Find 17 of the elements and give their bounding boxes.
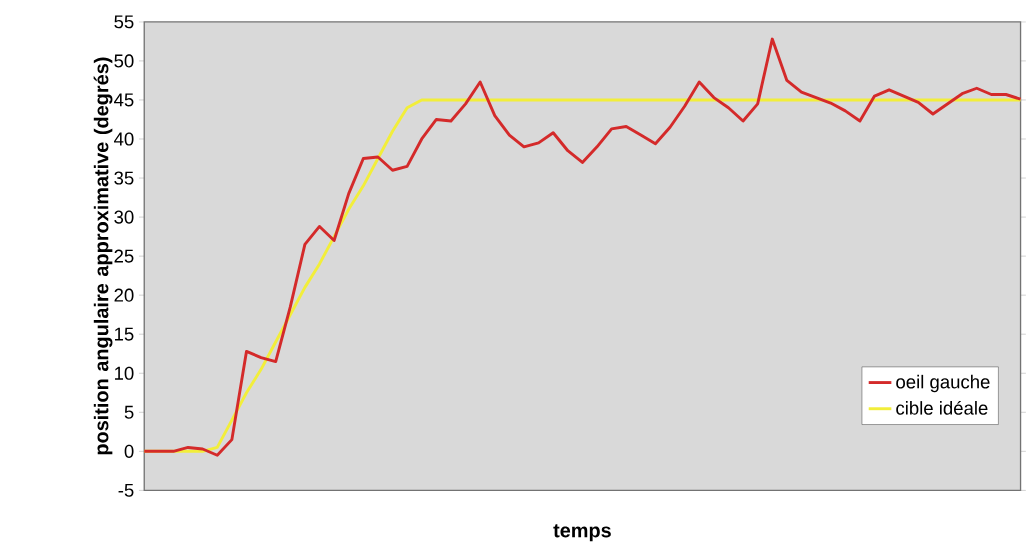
y-tick-label: 45 [114,93,134,107]
y-tick-label: 20 [114,288,134,302]
y-tick-label: 30 [114,210,134,224]
y-tick-label: 50 [114,54,134,68]
legend-label: oeil gauche [896,374,990,393]
y-tick-label: 35 [114,171,134,185]
x-axis-title: temps [553,524,611,542]
y-tick-label: 10 [115,366,134,380]
y-tick-label: -5 [118,483,134,497]
legend-label: cible idéale [896,400,988,415]
y-tick-label: 55 [114,15,134,29]
y-axis-title: position angulaire approximative (degrés) [93,57,113,455]
y-tick-label: 40 [114,132,134,146]
y-tick-label: 0 [124,444,134,458]
y-tick-label: 15 [115,327,134,341]
y-tick-label: 25 [114,249,134,263]
y-tick-label: 5 [124,405,134,419]
